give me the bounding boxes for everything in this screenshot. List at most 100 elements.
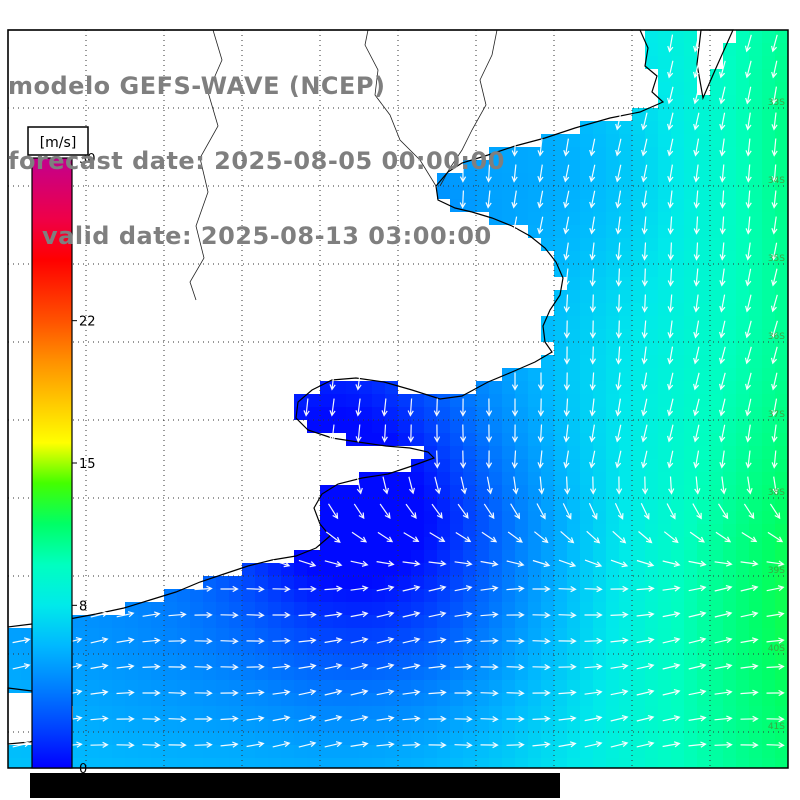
wave-cell [411,524,424,537]
wave-cell [8,745,21,758]
wave-cell [671,381,684,394]
wave-cell [645,225,658,238]
wave-cell [541,628,554,641]
wave-cell [138,693,151,706]
wave-cell [294,732,307,745]
wind-arrow [558,741,577,748]
wave-cell [684,641,697,654]
wave-cell [502,628,515,641]
wave-cell [346,641,359,654]
wave-cell [242,693,255,706]
wave-cell [528,407,541,420]
wave-cell [281,745,294,758]
wave-cell [307,693,320,706]
wave-cell [502,186,515,199]
wind-arrow [563,190,570,209]
wave-cell [619,693,632,706]
wave-cell [333,537,346,550]
wave-cell [515,212,528,225]
wave-cell [606,680,619,693]
wave-cell [697,238,710,251]
wave-cell [541,459,554,472]
wave-cell [619,524,632,537]
wind-arrow [745,112,752,131]
wave-cell [645,277,658,290]
wave-cell [684,719,697,732]
wave-cell [294,602,307,615]
wave-cell [463,199,476,212]
wind-arrow [485,424,493,443]
wave-cell [554,212,567,225]
wave-cell [476,602,489,615]
wave-cell [723,355,736,368]
wave-cell [424,732,437,745]
wind-arrow [744,346,752,365]
wave-cell [606,719,619,732]
wave-cell [749,732,762,745]
wave-cell [554,615,567,628]
wave-cell [255,628,268,641]
wave-cell [554,329,567,342]
wave-cell [606,615,619,628]
wind-arrow [667,294,674,313]
wave-cell [762,615,775,628]
wave-cell [749,303,762,316]
wave-cell [216,758,229,768]
wind-arrow [667,86,674,105]
wind-arrow [220,741,239,748]
wave-cell [476,628,489,641]
wave-cell [554,134,567,147]
wind-arrow [719,242,726,261]
wind-arrow [584,611,603,619]
wave-cell [736,173,749,186]
wave-cell [151,758,164,768]
wave-cell [710,199,723,212]
wind-arrow [745,372,752,391]
wave-cell [762,537,775,550]
wind-arrow [610,559,629,568]
wave-cell [177,641,190,654]
wind-arrow [589,320,597,339]
wave-cell [671,290,684,303]
wave-cell [658,134,671,147]
wave-cell [320,615,333,628]
wave-cell [580,381,593,394]
wave-cell [99,758,112,768]
wave-cell [489,433,502,446]
wind-arrow [90,611,109,618]
wave-cell [710,758,723,768]
map-frame [7,29,789,769]
wave-cell [216,576,229,589]
wave-cell [463,654,476,667]
wave-cell [515,186,528,199]
wind-arrow [376,637,395,644]
wave-cell [463,420,476,433]
wave-cell [619,459,632,472]
wind-arrow [589,190,596,209]
wave-cell [450,420,463,433]
wave-cell [255,615,268,628]
wave-cell [593,459,606,472]
wave-cell [385,381,398,394]
wave-cell [658,472,671,485]
wave-cell [619,602,632,615]
wave-cell [294,719,307,732]
wave-cell [736,56,749,69]
wave-cell [697,225,710,238]
wave-cell [242,732,255,745]
wave-cell [671,407,684,420]
wind-arrow [636,559,655,568]
wave-cell [632,706,645,719]
wind-arrow [168,663,187,671]
wave-cell [580,589,593,602]
wave-cell [528,667,541,680]
wave-cell [775,342,788,355]
wave-cell [580,342,593,355]
wind-arrow [770,320,778,339]
wave-cell [255,589,268,602]
wave-cell [684,277,697,290]
wave-cell [528,680,541,693]
wave-cell [762,498,775,511]
wave-cell [671,82,684,95]
wave-cell [346,745,359,758]
